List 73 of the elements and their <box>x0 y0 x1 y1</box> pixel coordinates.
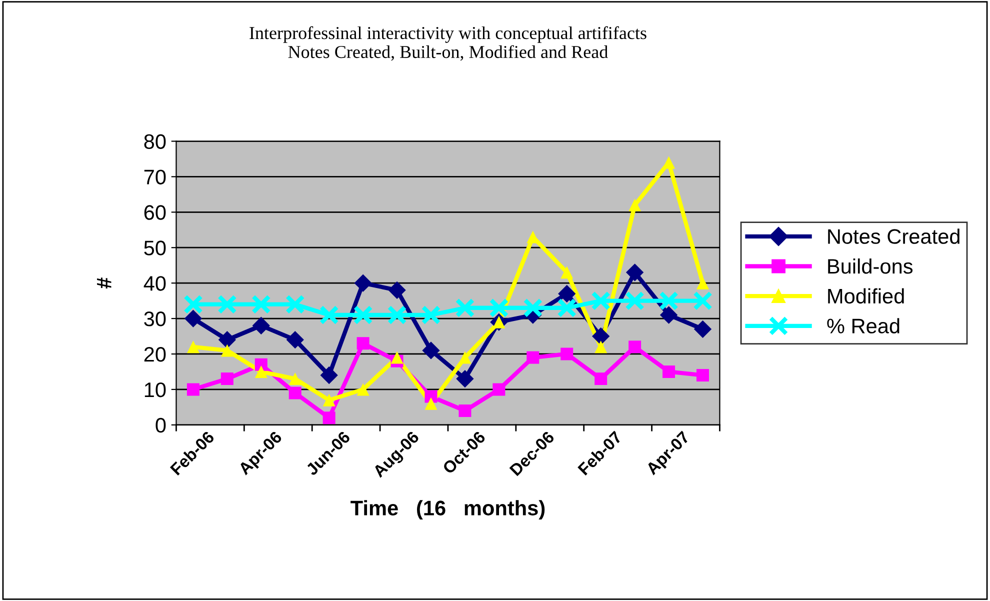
point <box>218 330 236 349</box>
point <box>526 351 540 364</box>
point <box>288 386 302 400</box>
point <box>387 305 407 325</box>
point <box>220 344 234 357</box>
point <box>186 383 200 396</box>
point <box>251 294 271 314</box>
point <box>696 276 709 290</box>
point <box>356 383 370 396</box>
point <box>252 316 270 334</box>
point <box>186 340 200 354</box>
point <box>489 298 509 318</box>
point <box>662 365 676 378</box>
point <box>184 310 202 328</box>
point <box>220 372 234 386</box>
point <box>183 294 203 314</box>
point <box>424 390 438 403</box>
point <box>285 294 305 314</box>
point <box>354 274 372 292</box>
point <box>217 294 237 314</box>
point <box>356 337 370 350</box>
point <box>560 348 574 360</box>
point <box>560 266 574 279</box>
point <box>625 291 645 311</box>
y-tick-label: 0 <box>156 418 166 433</box>
point <box>319 305 339 325</box>
chart-title: Interprofessinal interactivity with conceptual artififacts Notes Created, Built-on, Modified and Read <box>250 26 646 61</box>
point <box>558 284 576 303</box>
point <box>594 372 608 386</box>
point <box>592 327 610 346</box>
y-tick-label: 80 <box>144 134 166 149</box>
y-tick-label: 60 <box>144 205 166 220</box>
point <box>694 320 712 338</box>
point <box>421 305 441 325</box>
point <box>659 291 678 311</box>
y-tick-label: 70 <box>144 170 166 184</box>
y-tick-label: 20 <box>144 346 166 362</box>
point <box>591 291 611 311</box>
point <box>254 365 268 378</box>
legend-label: Build-ons <box>828 258 913 274</box>
point <box>628 340 642 354</box>
point <box>660 306 678 324</box>
point <box>322 394 336 406</box>
point <box>492 383 506 396</box>
legend-label: % Read <box>827 318 900 334</box>
point <box>594 340 608 354</box>
point <box>557 298 577 318</box>
x-axis-title: Time (16 months) <box>350 500 545 520</box>
point <box>628 198 642 212</box>
point <box>390 351 404 364</box>
point <box>320 366 338 384</box>
point <box>626 264 644 282</box>
y-axis-title: # <box>97 278 112 289</box>
point <box>456 370 474 388</box>
point <box>455 298 475 318</box>
point <box>322 412 336 424</box>
y-tick-label: 40 <box>144 276 166 291</box>
y-tick-label: 30 <box>144 312 166 326</box>
point <box>422 342 440 360</box>
point <box>696 369 709 382</box>
point <box>424 397 438 410</box>
legend-label: Notes Created <box>828 228 960 244</box>
y-tick-label: 10 <box>144 382 166 398</box>
point <box>693 291 712 311</box>
point <box>288 372 302 386</box>
point <box>523 298 543 318</box>
legend-label: Modified <box>828 288 904 304</box>
point <box>388 281 406 299</box>
point <box>353 305 373 325</box>
y-tick-label: 50 <box>144 240 166 256</box>
point <box>286 330 304 349</box>
point <box>458 404 472 417</box>
point <box>458 351 472 364</box>
